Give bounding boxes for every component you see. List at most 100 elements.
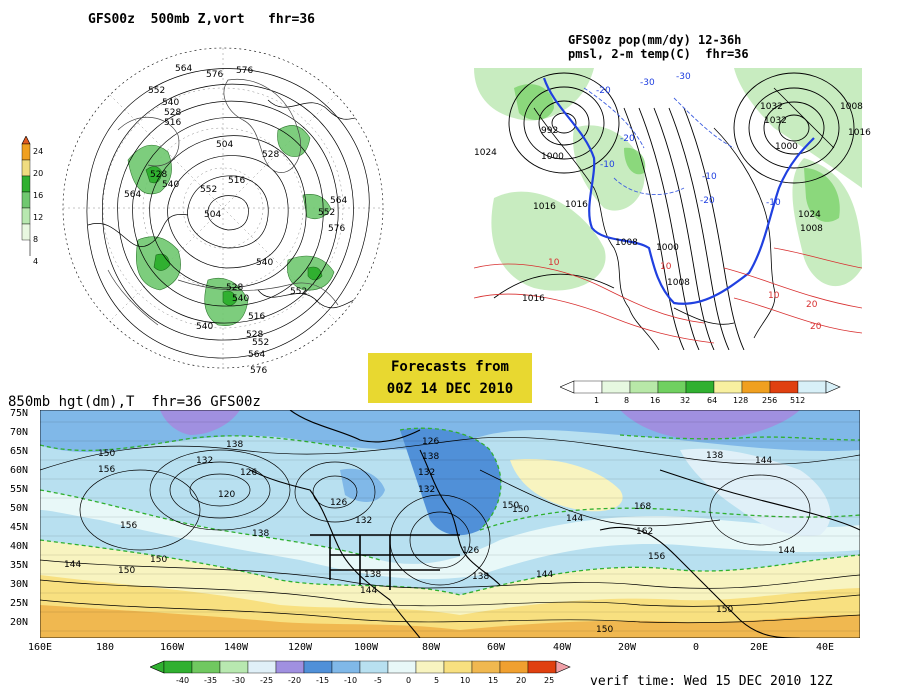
temp-cbar-label: 15 bbox=[488, 676, 499, 685]
z500-label: 576 bbox=[236, 66, 254, 76]
z500-label: 516 bbox=[248, 312, 266, 322]
hgt850-label: 132 bbox=[196, 456, 214, 466]
temp-label: -20 bbox=[596, 86, 611, 96]
hgt850-label: 144 bbox=[360, 586, 378, 596]
z500-label: 504 bbox=[204, 210, 222, 220]
lat-label: 75N bbox=[10, 408, 29, 419]
z500-label: 552 bbox=[318, 208, 336, 218]
panel-500mb-title: GFS00z 500mb Z,vort fhr=36 bbox=[88, 12, 315, 27]
z500-label: 540 bbox=[232, 294, 250, 304]
hgt850-label: 156 bbox=[648, 552, 666, 562]
vort-cbar-24: 24 bbox=[33, 147, 44, 156]
hgt850-label: 168 bbox=[634, 502, 652, 512]
hgt850-label: 144 bbox=[64, 560, 82, 570]
hgt850-label: 126 bbox=[240, 468, 258, 478]
vort-cbar-12: 12 bbox=[33, 213, 44, 222]
lat-label: 70N bbox=[10, 427, 29, 438]
temp-label: 20 bbox=[806, 300, 818, 310]
z500-label: 552 bbox=[200, 185, 218, 195]
pmsl-label: 1024 bbox=[474, 148, 497, 158]
panel-850mb-title: 850mb hgt(dm),T fhr=36 GFS00z bbox=[8, 394, 261, 410]
z500-label: 540 bbox=[196, 322, 214, 332]
lat-label: 50N bbox=[10, 503, 29, 514]
temp-cbar-label: 10 bbox=[460, 676, 471, 685]
temp-label: -30 bbox=[676, 72, 691, 82]
temp-label: 20 bbox=[810, 322, 822, 332]
lat-label: 65N bbox=[10, 446, 29, 457]
z500-label: 528 bbox=[226, 283, 244, 293]
hgt850-label: 156 bbox=[120, 521, 138, 531]
z500-label: 540 bbox=[256, 258, 274, 268]
hgt850-label: 138 bbox=[422, 452, 440, 462]
z500-label: 576 bbox=[250, 366, 268, 376]
temp-label: -20 bbox=[620, 134, 635, 144]
vort-cbar-8: 8 bbox=[33, 235, 39, 244]
z500-label: 576 bbox=[328, 224, 346, 234]
hgt850-label: 144 bbox=[755, 456, 773, 466]
map-pop-pmsl bbox=[474, 68, 862, 350]
lon-label: 20W bbox=[618, 642, 637, 653]
pmsl-label: 1016 bbox=[522, 294, 545, 304]
hgt850-label: 150 bbox=[502, 501, 520, 511]
hgt850-label: 156 bbox=[98, 465, 116, 475]
lon-label: 160W bbox=[160, 642, 185, 653]
vort-cbar-4: 4 bbox=[33, 257, 39, 266]
pmsl-label: 992 bbox=[541, 126, 559, 136]
temp-label: -10 bbox=[600, 160, 615, 170]
pop-cbar-label: 16 bbox=[650, 396, 661, 405]
hgt850-label: 132 bbox=[418, 468, 436, 478]
temp-colorbar bbox=[150, 660, 571, 674]
z500-label: 528 bbox=[164, 108, 182, 118]
temp-cbar-label: -40 bbox=[176, 676, 190, 685]
hgt850-label: 150 bbox=[150, 555, 168, 565]
lat-label: 30N bbox=[10, 579, 29, 590]
lon-label: 60W bbox=[487, 642, 506, 653]
lon-label: 160E bbox=[28, 642, 53, 653]
temp-cbar-label: -25 bbox=[260, 676, 274, 685]
hgt850-label: 126 bbox=[462, 546, 480, 556]
temp-label: 10 bbox=[660, 262, 672, 272]
map-500mb-polar bbox=[62, 47, 384, 369]
panel-pop-title-line2: pmsl, 2-m temp(C) fhr=36 bbox=[568, 47, 749, 61]
temp-label: -10 bbox=[702, 172, 717, 182]
z500-label: 528 bbox=[246, 330, 264, 340]
lon-label: 0 bbox=[693, 642, 700, 653]
z500-label: 552 bbox=[148, 86, 166, 96]
pmsl-label: 1016 bbox=[533, 202, 556, 212]
hgt850-label: 138 bbox=[252, 529, 270, 539]
pop-cbar-label: 512 bbox=[790, 396, 806, 405]
hgt850-label: 150 bbox=[716, 605, 734, 615]
temp-cbar-label: -5 bbox=[374, 676, 382, 685]
temp-label: 10 bbox=[768, 291, 780, 301]
lat-label: 40N bbox=[10, 541, 29, 552]
hgt850-label: 150 bbox=[98, 449, 116, 459]
z500-label: 540 bbox=[162, 180, 180, 190]
lat-label: 55N bbox=[10, 484, 29, 495]
hgt850-label: 144 bbox=[566, 514, 584, 524]
pmsl-label: 1016 bbox=[848, 128, 871, 138]
z500-label: 576 bbox=[206, 70, 224, 80]
temp-cbar-label: -20 bbox=[288, 676, 302, 685]
z500-label: 564 bbox=[248, 350, 266, 360]
vort-cbar-20: 20 bbox=[33, 169, 44, 178]
lon-label: 100W bbox=[354, 642, 379, 653]
pop-cbar-label: 8 bbox=[624, 396, 630, 405]
hgt850-label: 150 bbox=[596, 625, 614, 635]
lat-label: 20N bbox=[10, 617, 29, 628]
pmsl-label: 1008 bbox=[615, 238, 638, 248]
hgt850-label: 126 bbox=[422, 437, 440, 447]
pmsl-label: 1032 bbox=[764, 116, 787, 126]
forecast-init-box: Forecasts from 00Z 14 DEC 2010 bbox=[368, 353, 532, 403]
pop-colorbar bbox=[560, 380, 841, 394]
hgt850-label: 138 bbox=[472, 572, 490, 582]
vort-colorbar bbox=[21, 136, 31, 256]
hgt850-label: 144 bbox=[778, 546, 796, 556]
pmsl-label: 1024 bbox=[798, 210, 821, 220]
z500-label: 528 bbox=[262, 150, 280, 160]
z500-label: 528 bbox=[150, 170, 168, 180]
lat-label: 25N bbox=[10, 598, 29, 609]
temp-label: -30 bbox=[640, 78, 655, 88]
hgt850-label: 150 bbox=[512, 505, 530, 515]
pop-cbar-label: 32 bbox=[680, 396, 691, 405]
hgt850-label: 132 bbox=[418, 485, 436, 495]
